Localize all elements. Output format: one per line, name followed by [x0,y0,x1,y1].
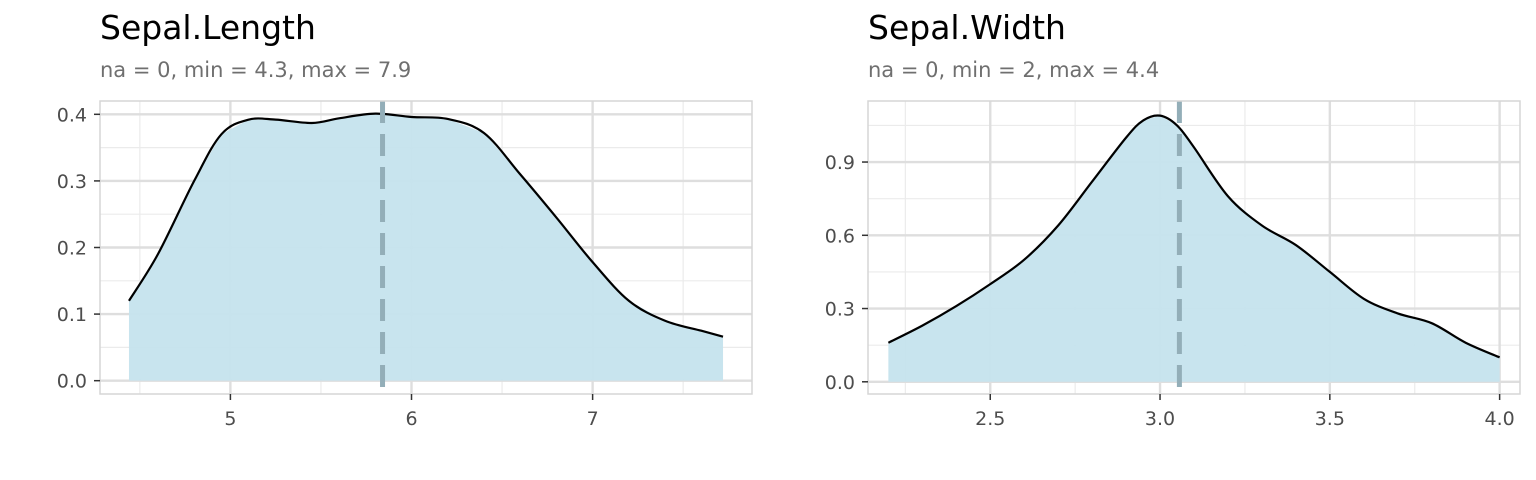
density-area [888,115,1500,382]
y-tick-label: 0.2 [57,238,87,260]
y-tick-label: 0.3 [825,299,855,321]
density-area [128,113,724,381]
chart-subtitle: na = 0, min = 4.3, max = 7.9 [100,58,412,82]
chart-title: Sepal.Length [100,8,316,47]
density-plot-sepal-width: 2.5 3.0 3.5 4.0 0.0 0.3 0.6 0.9 [825,100,1521,430]
x-tick-label: 6 [405,408,417,430]
panel-border [867,100,1521,395]
x-tick-label: 3.0 [1145,408,1175,430]
chart-subtitle: na = 0, min = 2, max = 4.4 [868,58,1160,82]
panel-sepal-width: Sepal.Width na = 0, min = 2, max = 4.4 2… [768,0,1536,480]
density-line [128,112,724,338]
x-tick-label: 2.5 [975,408,1005,430]
y-tick-label: 0.6 [825,225,855,247]
y-tick-label: 0.9 [825,152,855,174]
y-tick-label: 0.0 [825,372,855,394]
density-plot-sepal-length: 5 6 7 0.0 0.1 0.2 0.3 0.4 [57,100,753,430]
x-tick-label: 3.5 [1315,408,1345,430]
chart-title: Sepal.Width [868,8,1066,47]
y-tick-label: 0.1 [57,304,87,326]
x-tick-label: 5 [224,408,236,430]
y-tick-label: 0.4 [57,104,87,126]
x-tick-label: 4.0 [1485,408,1515,430]
y-tick-label: 0.0 [57,371,87,393]
panel-sepal-length: Sepal.Length na = 0, min = 4.3, max = 7.… [57,8,753,430]
y-tick-label: 0.3 [57,171,87,193]
x-tick-label: 7 [587,408,599,430]
density-line [887,114,1501,359]
